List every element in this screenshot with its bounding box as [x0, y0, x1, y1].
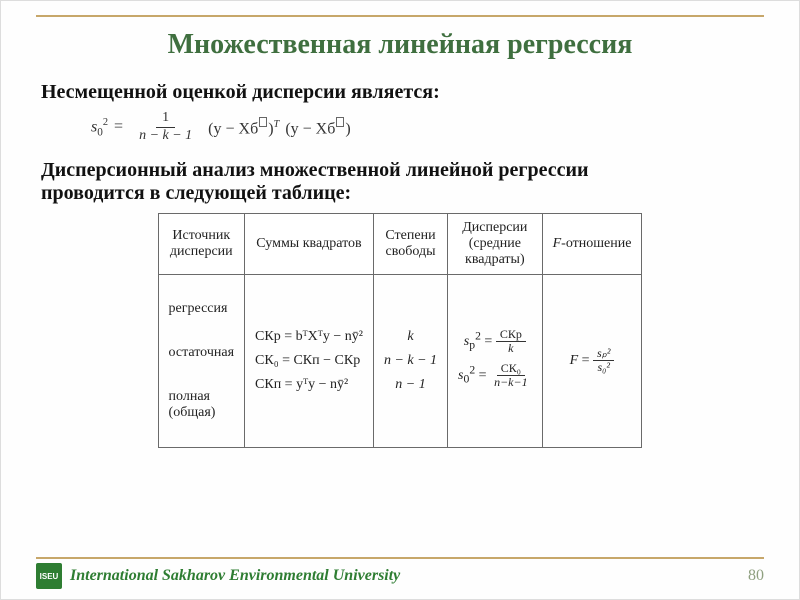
footer: ISEU International Sakharov Environmenta… [36, 563, 764, 589]
hat-box-icon [259, 117, 267, 127]
anova-table: Источник дисперсии Суммы квадратов Степе… [158, 213, 643, 448]
page-number: 80 [748, 567, 764, 585]
col-df: Степени свободы [373, 213, 447, 274]
bottom-rule [36, 557, 764, 559]
formula-paren1: (y − Xб)T [208, 117, 279, 138]
hat-box-icon [336, 117, 344, 127]
slide: Множественная линейная регрессия Несмеще… [0, 0, 800, 600]
university-logo-icon: ISEU [36, 563, 62, 589]
col-ss: Суммы квадратов [245, 213, 374, 274]
table-row: регрессия остаточная полная (общая) СКр … [158, 274, 642, 447]
top-rule [36, 15, 764, 17]
university-name: International Sakharov Environmental Uni… [70, 567, 400, 585]
slide-title: Множественная линейная регрессия [1, 29, 799, 61]
slide-body: Несмещенной оценкой дисперсии является: … [1, 61, 799, 448]
lead-text-2b: проводится в следующей таблице: [41, 182, 759, 205]
formula-lhs: s02 [91, 117, 108, 139]
lead-text-2a: Дисперсионный анализ множественной линей… [41, 159, 759, 182]
col-source: Источник дисперсии [158, 213, 244, 274]
formula-fraction: 1 n − k − 1 [133, 110, 198, 145]
lead-text-1: Несмещенной оценкой дисперсии является: [41, 81, 759, 104]
formula-paren2: (y − Xб) [285, 117, 350, 138]
col-f: F-отношение [542, 213, 642, 274]
variance-formula: s02 = 1 n − k − 1 (y − Xб)T (y − Xб) [91, 110, 759, 145]
footer-left: ISEU International Sakharov Environmenta… [36, 563, 400, 589]
equals-sign: = [114, 118, 123, 136]
col-disp: Дисперсии (средние квадраты) [448, 213, 543, 274]
